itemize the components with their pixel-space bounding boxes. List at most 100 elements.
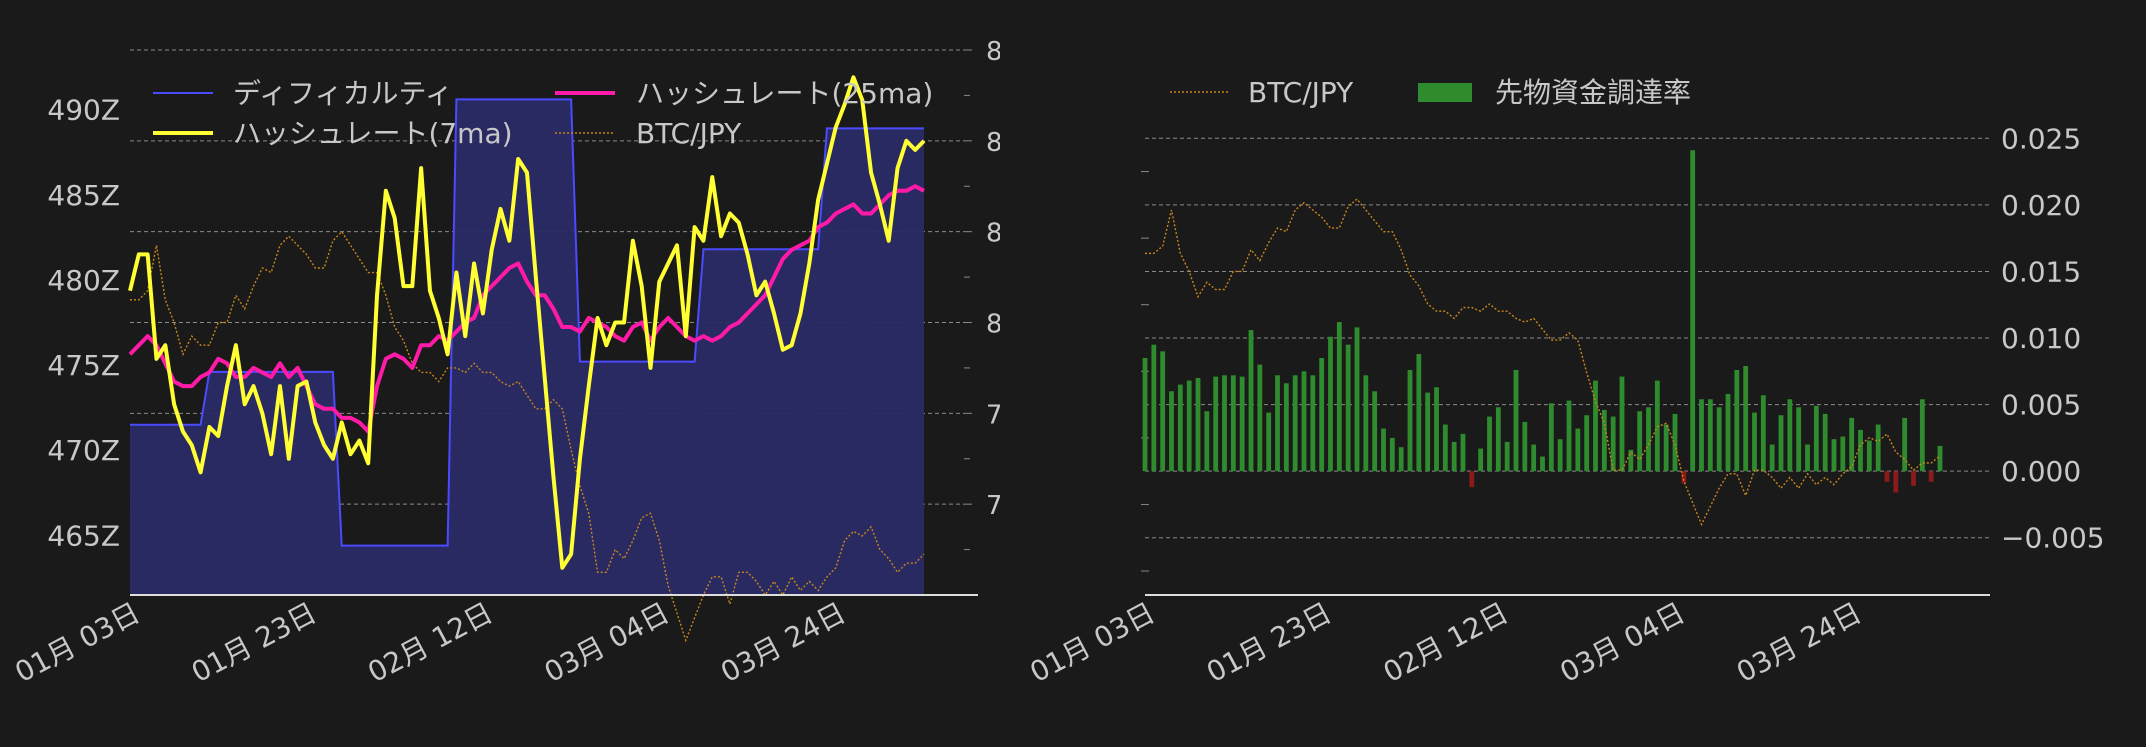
- funding-bar: [1672, 413, 1678, 472]
- funding-bar: [1707, 399, 1713, 472]
- funding-bar: [1407, 369, 1413, 472]
- funding-bar: [1557, 439, 1563, 472]
- y-right-tick-label: 780Eh/s: [986, 400, 1000, 430]
- funding-bar: [1275, 375, 1280, 472]
- funding-bar: [1283, 383, 1289, 472]
- funding-bar: [1654, 380, 1660, 472]
- y-right-tick-label-funding: 0.010: [2001, 322, 2081, 355]
- funding-bar: [1796, 407, 1802, 472]
- legend-label-funding: 先物資金調達率: [1495, 76, 1691, 109]
- funding-bar: [1637, 411, 1643, 472]
- y-right-tick-label: 800Eh/s: [986, 310, 1000, 340]
- funding-bar: [1451, 441, 1457, 472]
- funding-bar: [1760, 395, 1766, 472]
- funding-bar: [1875, 424, 1881, 472]
- funding-bar: [1752, 412, 1757, 472]
- funding-bar: [1495, 407, 1501, 472]
- funding-bar: [1301, 371, 1307, 472]
- funding-bar: [1840, 436, 1846, 472]
- funding-bar: [1937, 445, 1943, 472]
- funding-bar: [1734, 369, 1740, 472]
- y-right-tick-label-funding: 0.025: [2001, 122, 2081, 155]
- funding-bar: [1911, 471, 1916, 486]
- btc-jpy-line: [130, 230, 925, 643]
- funding-bar: [1778, 415, 1784, 472]
- funding-bar: [1177, 384, 1183, 472]
- y-right-tick-label: 860Eh/s: [986, 37, 1000, 67]
- funding-bar: [1584, 415, 1590, 472]
- y-left-tick-label: 465Z: [47, 519, 120, 552]
- funding-bar: [1381, 428, 1386, 472]
- funding-bar: [1681, 471, 1687, 484]
- y-right-tick-label-funding: 0.005: [2001, 389, 2081, 422]
- legend-label-25ma: ハッシュレート(25ma): [636, 77, 933, 110]
- funding-bar: [1336, 322, 1342, 472]
- y-left-tick-label: 480Z: [47, 264, 120, 297]
- funding-bar: [1575, 428, 1581, 472]
- x-tick-label-right: 02月 12日: [1378, 596, 1514, 689]
- funding-bar: [1822, 413, 1828, 472]
- y-right-tick-label-funding: −0.005: [2001, 522, 2105, 555]
- y-left-tick-label: 485Z: [47, 179, 120, 212]
- y-right-tick-label-funding: 0.020: [2001, 189, 2081, 222]
- funding-bar: [1434, 387, 1439, 472]
- y-right-tick-label: 820Eh/s: [986, 219, 1000, 249]
- funding-bar: [1725, 393, 1731, 472]
- funding-bar: [1310, 375, 1316, 472]
- funding-bar: [1663, 424, 1669, 472]
- funding-bar: [1805, 444, 1810, 472]
- left-chart-hashrate-difficulty: 760Eh/s 780Eh/s 800Eh/s 820Eh/s 840Eh/s 860Eh…: [10, 37, 1000, 689]
- y-right-tick-label: 760Eh/s: [986, 491, 1000, 521]
- funding-bar: [1389, 437, 1395, 472]
- funding-bar: [1469, 471, 1475, 488]
- funding-bar: [1716, 407, 1722, 472]
- funding-bar: [1646, 407, 1651, 472]
- funding-bar: [1222, 375, 1227, 472]
- legend-label-btc-right: BTC/JPY: [1248, 76, 1354, 109]
- funding-bar: [1787, 399, 1793, 472]
- funding-bar: [1601, 409, 1607, 472]
- funding-bar: [1902, 417, 1908, 472]
- funding-bar: [1690, 150, 1696, 472]
- funding-bar: [1460, 433, 1466, 472]
- funding-bar: [1248, 330, 1254, 472]
- funding-bar: [1195, 377, 1201, 472]
- funding-bar: [1504, 441, 1510, 472]
- funding-bar: [1354, 327, 1360, 472]
- legend-label-difficulty: ディフィカルティ: [233, 77, 453, 110]
- funding-bar: [1522, 421, 1528, 472]
- legend-label-btc: BTC/JPY: [636, 117, 742, 150]
- funding-bar: [1548, 403, 1554, 472]
- funding-bar: [1919, 399, 1925, 472]
- funding-bar: [1478, 448, 1484, 472]
- funding-bar: [1186, 380, 1192, 472]
- x-tick-label-right: 03月 04日: [1555, 596, 1691, 689]
- funding-bar: [1292, 375, 1298, 472]
- funding-bar: [1849, 417, 1855, 472]
- funding-bar: [1866, 440, 1872, 472]
- funding-bar: [1328, 336, 1333, 472]
- funding-bar: [1813, 405, 1819, 472]
- x-tick-label-right: 03月 24日: [1731, 596, 1867, 689]
- y-right-tick-label: 840Eh/s: [986, 128, 1000, 158]
- funding-bar: [1416, 353, 1422, 472]
- funding-bar: [1513, 369, 1519, 472]
- hashrate-7ma-line: [128, 75, 926, 570]
- funding-bar: [1610, 416, 1616, 472]
- y-right-tick-label-funding: 0.000: [2001, 455, 2081, 488]
- funding-bar: [1151, 344, 1157, 472]
- x-tick-label-right: 01月 03日: [1025, 596, 1161, 689]
- legend-left: ディフィカルティ ハッシュレート(25ma) ハッシュレート(7ma) BTC/JPY: [153, 77, 933, 150]
- funding-bar: [1230, 375, 1236, 472]
- funding-bar: [1619, 376, 1625, 472]
- funding-bar: [1831, 439, 1837, 472]
- funding-bar: [1628, 449, 1634, 472]
- funding-bar: [1169, 391, 1174, 472]
- legend-label-7ma: ハッシュレート(7ma): [233, 117, 513, 150]
- y-left-tick-label: 475Z: [47, 349, 120, 382]
- funding-bar: [1884, 471, 1890, 482]
- funding-bar: [1699, 399, 1704, 472]
- x-tick-label-right: 01月 23日: [1201, 596, 1337, 689]
